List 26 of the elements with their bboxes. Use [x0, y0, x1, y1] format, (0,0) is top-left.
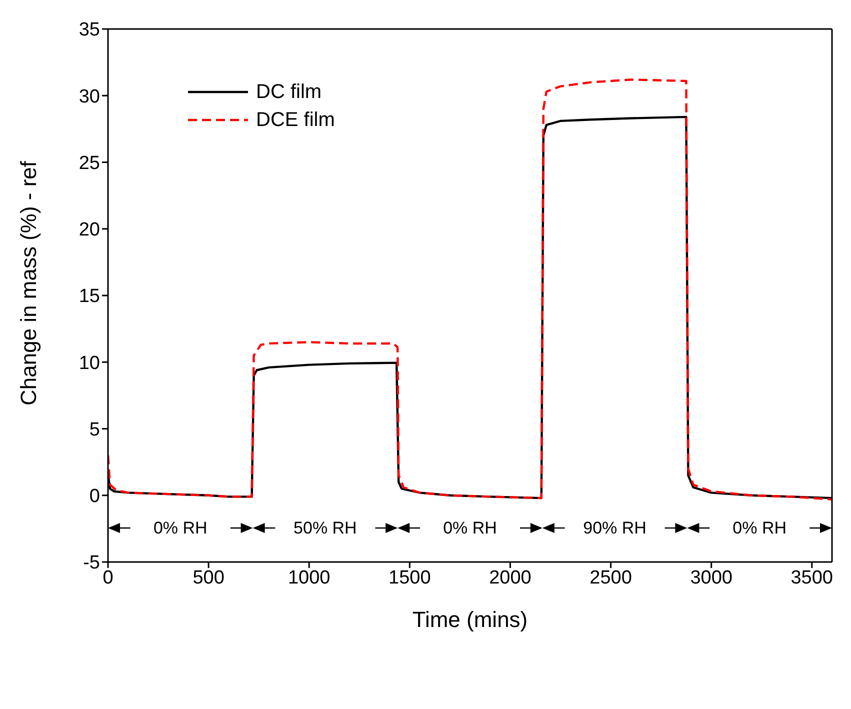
y-tick-label: 15 [78, 286, 100, 308]
annotation: 50% RH [294, 518, 357, 538]
x-tick-label: 2500 [590, 567, 632, 588]
y-tick-label: 35 [78, 20, 100, 41]
y-tick-label: -5 [83, 552, 100, 574]
y-tick-label: 20 [78, 220, 100, 241]
y-tick-label: 5 [89, 419, 100, 440]
x-tick-label: 1000 [288, 567, 330, 588]
x-tick-label: 2000 [489, 567, 532, 588]
y-axis-title: Change in mass (%) - ref [16, 160, 41, 406]
x-tick-label: 3000 [690, 567, 732, 588]
legend-label: DC film [256, 80, 322, 104]
y-tick-label: 25 [78, 152, 100, 174]
x-tick-label: 500 [192, 567, 224, 588]
x-tick-label: 0 [102, 567, 114, 588]
y-tick-label: 0 [89, 486, 100, 508]
annotation: 0% RH [153, 518, 208, 538]
annotation: 0% RH [443, 518, 497, 538]
y-tick-label: 30 [78, 86, 100, 108]
annotation: 90% RH [583, 518, 646, 538]
x-tick-label: 3500 [790, 567, 834, 588]
annotation: 0% RH [732, 518, 787, 538]
y-tick-label: 10 [78, 352, 100, 374]
legend-label: DCE film [256, 108, 335, 132]
x-axis-title: Time (mins) [412, 607, 528, 632]
x-tick-label: 1500 [388, 567, 431, 588]
